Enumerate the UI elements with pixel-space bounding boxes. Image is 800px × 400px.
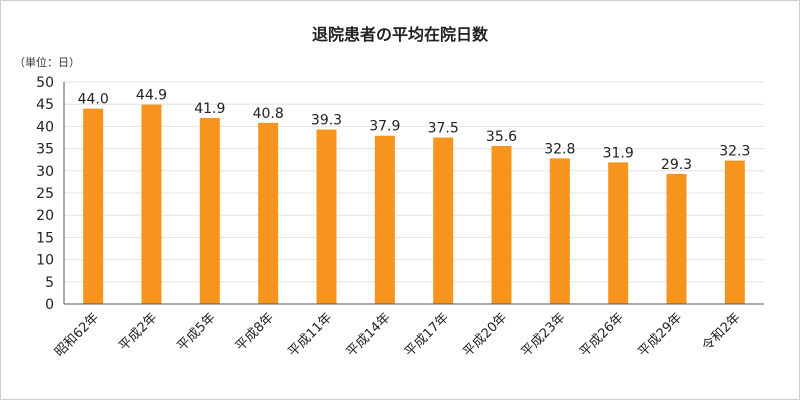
bar bbox=[316, 129, 337, 304]
bar-value-label: 35.6 bbox=[486, 129, 517, 145]
y-tick-label: 50 bbox=[36, 75, 54, 91]
bar-value-label: 44.9 bbox=[136, 88, 167, 104]
x-tick-label: 平成26年 bbox=[577, 310, 627, 360]
y-tick-label: 45 bbox=[36, 97, 54, 113]
x-tick-label: 令和2年 bbox=[700, 310, 744, 354]
x-tick-label: 昭和62年 bbox=[52, 310, 102, 360]
y-axis-ticks: 0 5 10 15 20 25 30 35 40 45 50 bbox=[36, 75, 54, 313]
chart-title: 退院患者の平均在院日数 bbox=[312, 25, 489, 44]
bar-value-label: 41.9 bbox=[194, 101, 225, 117]
x-tick-label: 平成8年 bbox=[233, 310, 277, 354]
y-tick-label: 40 bbox=[36, 119, 54, 135]
x-tick-label: 平成11年 bbox=[285, 310, 335, 360]
y-tick-label: 25 bbox=[36, 186, 54, 202]
bar bbox=[433, 137, 454, 304]
bar-value-label: 32.8 bbox=[544, 141, 575, 157]
x-tick-label: 平成20年 bbox=[460, 310, 510, 360]
bar-value-label: 37.5 bbox=[428, 121, 459, 137]
bar-value-label: 29.3 bbox=[661, 157, 692, 173]
bar-value-label: 31.9 bbox=[603, 145, 634, 161]
bars bbox=[83, 104, 745, 305]
unit-label: （単位：日） bbox=[14, 55, 80, 69]
bar-value-label: 40.8 bbox=[253, 106, 284, 122]
bar bbox=[83, 108, 104, 304]
bar bbox=[724, 160, 745, 304]
y-tick-label: 15 bbox=[36, 230, 54, 246]
x-tick-label: 平成17年 bbox=[402, 310, 452, 360]
bar-value-label: 39.3 bbox=[311, 113, 342, 129]
bar bbox=[608, 162, 629, 304]
y-tick-label: 35 bbox=[36, 142, 54, 158]
value-labels: 44.0 44.9 41.9 40.8 39.3 37.9 37.5 35.6 32.8 31.9… bbox=[78, 88, 751, 173]
bar bbox=[549, 158, 570, 304]
bar bbox=[141, 104, 162, 304]
y-tick-label: 20 bbox=[36, 208, 54, 224]
y-tick-label: 30 bbox=[36, 164, 54, 180]
bar bbox=[666, 173, 687, 304]
y-tick-label: 10 bbox=[36, 253, 54, 269]
bar-value-label: 37.9 bbox=[369, 119, 400, 135]
gridlines bbox=[64, 81, 764, 283]
y-tick-label: 5 bbox=[45, 275, 54, 291]
y-tick-label: 0 bbox=[45, 297, 54, 313]
bar bbox=[374, 135, 395, 304]
x-axis-labels: 昭和62年 平成2年 平成5年 平成8年 平成11年 平成14年 平成17年 平成20年 平成2… bbox=[52, 310, 744, 360]
bar bbox=[258, 122, 279, 305]
x-tick-label: 平成14年 bbox=[344, 310, 394, 360]
bar-value-label: 32.3 bbox=[719, 144, 750, 160]
bar-value-label: 44.0 bbox=[78, 92, 109, 108]
x-tick-label: 平成2年 bbox=[116, 310, 160, 354]
bar bbox=[199, 117, 220, 305]
x-tick-label: 平成5年 bbox=[175, 310, 219, 354]
bar bbox=[491, 145, 512, 304]
x-tick-label: 平成23年 bbox=[519, 310, 569, 360]
x-tick-label: 平成29年 bbox=[635, 310, 685, 360]
